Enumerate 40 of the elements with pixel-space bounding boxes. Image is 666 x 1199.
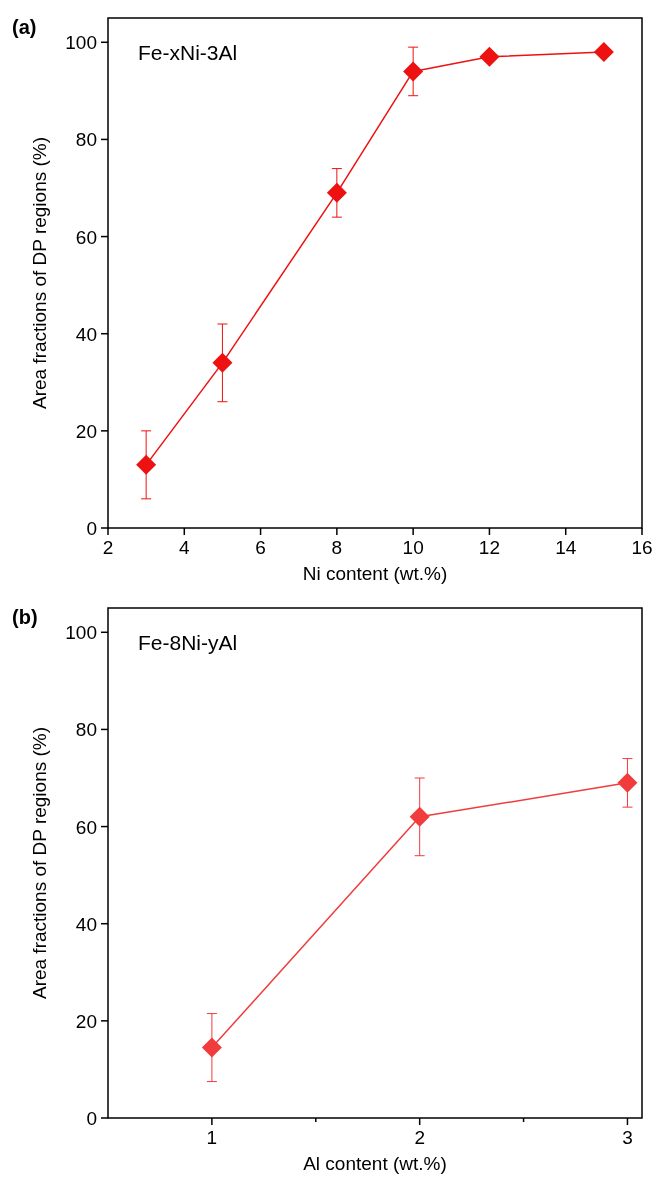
x-tick-label: 3 [622, 1127, 633, 1148]
annotation: Fe-xNi-3Al [138, 41, 238, 64]
x-tick-label: 8 [331, 537, 343, 558]
y-tick-label: 80 [75, 719, 97, 741]
point [136, 454, 157, 475]
point [403, 61, 424, 82]
y-tick-label: 20 [75, 1010, 97, 1032]
y-axis-title: Area fractions of DP regions (%) [29, 726, 50, 1000]
x-tick-label: 2 [102, 537, 114, 558]
y-tick-label: 80 [75, 129, 97, 151]
x-tick-label: 6 [255, 537, 266, 558]
x-tick-label: 10 [402, 537, 424, 558]
x-tick-label: 16 [631, 537, 653, 558]
x-axis-title: Ni content (wt.%) [302, 563, 448, 584]
y-tick-label: 100 [65, 622, 97, 644]
y-tick-label: 0 [86, 518, 97, 539]
text: (b) [12, 606, 38, 628]
text: (a) [12, 16, 37, 38]
point [201, 1037, 222, 1058]
point [212, 352, 233, 373]
annotation: Fe-8Ni-yAl [138, 631, 238, 654]
y-tick-label: 20 [75, 420, 97, 442]
y-tick-label: 0 [86, 1108, 97, 1129]
y-tick-label: 40 [75, 913, 97, 935]
y-axis-title: Area fractions of DP regions (%) [29, 136, 50, 410]
point [593, 42, 614, 62]
x-tick-label: 1 [206, 1127, 218, 1148]
y-tick-label: 100 [65, 32, 97, 54]
point [409, 806, 430, 827]
x-tick-label: 4 [179, 537, 190, 558]
y-tick-label: 40 [75, 323, 97, 345]
y-tick-label: 60 [75, 226, 97, 248]
x-tick-label: 12 [478, 537, 500, 558]
x-tick-label: 14 [555, 537, 577, 558]
x-axis-title: Al content (wt.%) [303, 1153, 447, 1174]
x-tick-label: 2 [414, 1127, 425, 1148]
point [617, 772, 638, 793]
y-tick-label: 60 [75, 816, 97, 838]
point [326, 182, 347, 203]
point [479, 46, 500, 67]
